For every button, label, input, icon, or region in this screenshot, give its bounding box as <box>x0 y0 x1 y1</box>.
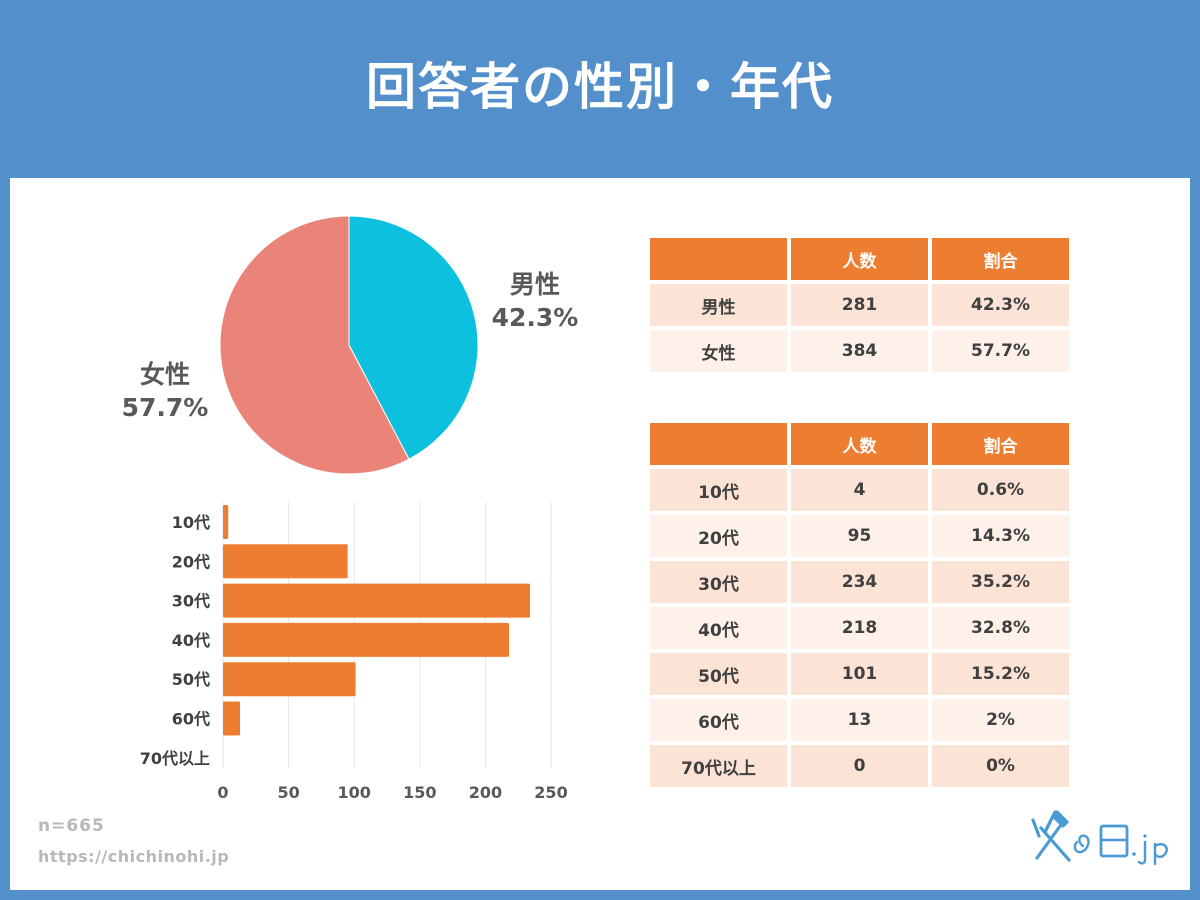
pie-label-male-name: 男性 <box>509 270 560 299</box>
table-cell: 女性 <box>650 330 787 372</box>
table-cell: 0.6% <box>932 469 1069 511</box>
table-cell: 4 <box>791 469 928 511</box>
pie-label-female-value: 57.7% <box>121 393 209 422</box>
table-cell: 35.2% <box>932 561 1069 603</box>
bar <box>223 701 241 736</box>
pie-label-female-name: 女性 <box>139 360 190 389</box>
bar <box>223 662 356 697</box>
table-cell: 13 <box>791 699 928 741</box>
pie-slice-female <box>219 215 410 475</box>
gender-pie-chart <box>219 215 479 475</box>
pie-slice-male <box>348 215 479 460</box>
age-table-header-count: 人数 <box>791 423 928 465</box>
y-category-label: 20代 <box>172 552 210 571</box>
y-category-label: 40代 <box>172 631 210 650</box>
pie-label-female: 女性 57.7% <box>110 358 220 424</box>
table-cell: 男性 <box>650 284 787 326</box>
table-row: 20代 95 14.3% <box>650 515 1069 557</box>
gender-table-header-ratio: 割合 <box>932 238 1069 280</box>
table-cell: 60代 <box>650 699 787 741</box>
table-cell: 384 <box>791 330 928 372</box>
age-bar-chart: 0 50 100 150 200 250 10代 20代 30代 40代 50代 60代 70代以上 <box>140 502 568 802</box>
table-cell: 101 <box>791 653 928 695</box>
x-tick-label: 200 <box>469 783 502 802</box>
source-url: https://chichinohi.jp <box>38 847 230 866</box>
x-tick-label: 0 <box>217 783 228 802</box>
gender-table-header-blank <box>650 238 787 280</box>
age-table: 人数 割合 10代 4 0.6% 20代 95 14.3% 30代 234 35… <box>646 419 1073 791</box>
table-cell: 10代 <box>650 469 787 511</box>
x-tick-label: 250 <box>534 783 567 802</box>
table-row: 40代 218 32.8% <box>650 607 1069 649</box>
table-cell: 0% <box>932 745 1069 787</box>
y-category-label: 30代 <box>172 592 210 611</box>
table-cell: 2% <box>932 699 1069 741</box>
x-tick-label: 100 <box>337 783 370 802</box>
table-cell: 20代 <box>650 515 787 557</box>
age-table-header-ratio: 割合 <box>932 423 1069 465</box>
table-row: 50代 101 15.2% <box>650 653 1069 695</box>
x-tick-label: 150 <box>403 783 436 802</box>
bar <box>223 505 229 539</box>
table-cell: 57.7% <box>932 330 1069 372</box>
gender-table-header-count: 人数 <box>791 238 928 280</box>
table-cell: 30代 <box>650 561 787 603</box>
table-cell: 14.3% <box>932 515 1069 557</box>
gender-table-header-row: 人数 割合 <box>650 238 1069 280</box>
page-title: 回答者の性別・年代 <box>366 58 834 116</box>
table-cell: 0 <box>791 745 928 787</box>
sample-size-note: n=665 <box>38 816 105 836</box>
table-row: 60代 13 2% <box>650 699 1069 741</box>
table-cell: 15.2% <box>932 653 1069 695</box>
table-cell: 281 <box>791 284 928 326</box>
y-category-label: 70代以上 <box>140 749 210 768</box>
header: 回答者の性別・年代 <box>0 0 1200 178</box>
y-category-label: 60代 <box>172 710 210 729</box>
table-cell: 234 <box>791 561 928 603</box>
table-row: 10代 4 0.6% <box>650 469 1069 511</box>
table-cell: 40代 <box>650 607 787 649</box>
gender-table: 人数 割合 男性 281 42.3% 女性 384 57.7% <box>646 234 1073 376</box>
age-table-header-row: 人数 割合 <box>650 423 1069 465</box>
table-row: 30代 234 35.2% <box>650 561 1069 603</box>
table-cell: 42.3% <box>932 284 1069 326</box>
table-cell: 95 <box>791 515 928 557</box>
table-cell: 32.8% <box>932 607 1069 649</box>
table-row: 70代以上 0 0% <box>650 745 1069 787</box>
bar <box>223 622 510 657</box>
age-table-header-blank <box>650 423 787 465</box>
table-row: 女性 384 57.7% <box>650 330 1069 372</box>
y-category-label: 10代 <box>172 513 210 532</box>
pie-label-male-value: 42.3% <box>491 303 579 332</box>
table-cell: 70代以上 <box>650 745 787 787</box>
x-tick-label: 50 <box>277 783 299 802</box>
bar <box>223 583 531 618</box>
y-category-label: 50代 <box>172 670 210 689</box>
pie-label-male: 男性 42.3% <box>480 268 590 334</box>
chichinohi-logo <box>1031 810 1168 866</box>
table-cell: 50代 <box>650 653 787 695</box>
bar <box>223 544 348 579</box>
content-panel: 男性 42.3% 女性 57.7% 0 50 100 150 200 250 10代 20代 3… <box>10 178 1190 890</box>
table-row: 男性 281 42.3% <box>650 284 1069 326</box>
table-cell: 218 <box>791 607 928 649</box>
